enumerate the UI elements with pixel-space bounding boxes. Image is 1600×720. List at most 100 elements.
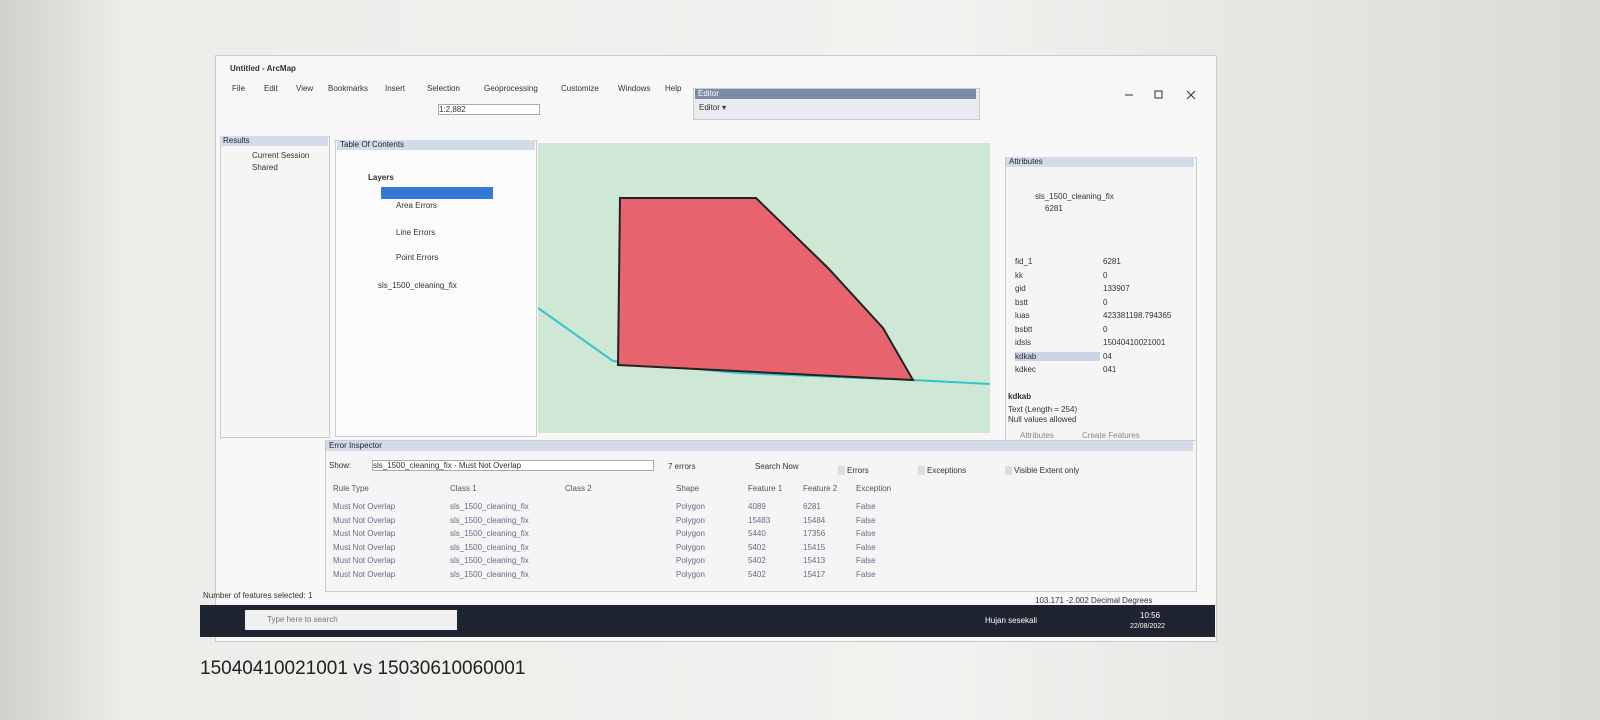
checkbox-label[interactable]: Visible Extent only <box>1005 466 1079 475</box>
editor-toolbar-title: Editor <box>695 89 976 99</box>
toc-item: Area Errors <box>396 201 437 210</box>
error-cell: Must Not Overlap <box>333 542 396 552</box>
attributes-layer: sls_1500_cleaning_fix <box>1035 192 1114 201</box>
attr-field: luas <box>1015 311 1030 320</box>
toc-root: Layers <box>368 173 394 182</box>
error-cell: False <box>856 556 876 565</box>
error-cell: sls_1500_cleaning_fix <box>450 529 529 538</box>
show-label: Show: <box>329 461 352 470</box>
status-coords: 103.171 -2.002 Decimal Degrees <box>1035 596 1153 605</box>
menu-item[interactable]: Selection <box>427 84 460 93</box>
error-cell: Must Not Overlap <box>333 569 396 579</box>
error-cell: False <box>856 542 876 552</box>
column-header: Class 1 <box>450 484 477 493</box>
column-header: Rule Type <box>333 484 369 493</box>
menu-item[interactable]: View <box>296 84 314 93</box>
menu-item[interactable]: Windows <box>618 84 651 93</box>
error-cell: False <box>856 515 876 525</box>
error-cell: False <box>856 502 876 511</box>
attr-value: 6281 <box>1103 257 1121 266</box>
results-title: Results <box>220 136 328 146</box>
taskbar-search[interactable]: Type here to search <box>245 610 457 630</box>
error-cell: False <box>856 569 876 579</box>
field-info: Null values allowed <box>1008 415 1077 424</box>
error-cell: Polygon <box>676 502 705 511</box>
attr-value: 133907 <box>1103 284 1130 293</box>
error-cell: sls_1500_cleaning_fix <box>450 556 529 565</box>
error-cell: False <box>856 529 876 538</box>
toc-item: Line Errors <box>396 228 436 237</box>
error-cell: 15415 <box>803 542 826 552</box>
toc-title: Table Of Contents <box>337 140 535 150</box>
menu-item[interactable]: Edit <box>264 84 278 93</box>
attr-field: bsbtt <box>1015 324 1033 334</box>
column-header: Feature 2 <box>803 484 838 493</box>
attr-field: kk <box>1015 270 1023 280</box>
field-info: Text (Length = 254) <box>1008 405 1078 414</box>
attr-field: gid <box>1015 284 1026 293</box>
error-cell: 15413 <box>803 556 826 565</box>
panel-tab[interactable]: Create Features <box>1082 431 1140 440</box>
error-cell: sls_1500_cleaning_fix <box>450 515 529 525</box>
window-title: Untitled - ArcMap <box>230 64 296 73</box>
error-cell: sls_1500_cleaning_fix <box>450 569 529 579</box>
attr-value: 15040410021001 <box>1103 338 1166 347</box>
attr-value: 0 <box>1103 270 1108 280</box>
checkbox-label[interactable]: Errors <box>838 466 869 475</box>
toc-item: sls_1500_cleaning_fix <box>378 281 457 290</box>
attr-value: 041 <box>1103 365 1117 374</box>
panel-tab[interactable]: Attributes <box>1020 431 1054 440</box>
error-cell: Must Not Overlap <box>333 529 396 538</box>
scale-box[interactable]: 1:2,882 <box>438 104 540 115</box>
error-cell: 15484 <box>803 515 826 525</box>
weather: Hujan sesekali <box>985 616 1038 625</box>
column-header: Class 2 <box>565 484 592 493</box>
error-cell: sls_1500_cleaning_fix <box>450 542 529 552</box>
attr-field: idsls <box>1015 338 1032 347</box>
checkbox-label[interactable]: Exceptions <box>918 466 966 475</box>
column-header: Exception <box>856 484 892 493</box>
menu-item[interactable]: Geoprocessing <box>484 84 538 93</box>
error-cell: Polygon <box>676 529 705 538</box>
show-dropdown[interactable]: sls_1500_cleaning_fix - Must Not Overlap <box>372 460 654 471</box>
attr-value: 0 <box>1103 324 1108 334</box>
error-cell: 5402 <box>748 542 766 552</box>
menu-item[interactable]: Bookmarks <box>328 84 369 93</box>
results-item: Current Session <box>252 151 310 160</box>
error-inspector-title: Error Inspector <box>326 441 1193 451</box>
error-cell: sls_1500_cleaning_fix <box>450 502 529 511</box>
selected-layer[interactable] <box>381 187 493 199</box>
attributes-feature: 6281 <box>1045 204 1063 213</box>
menu-item[interactable]: Customize <box>561 84 599 93</box>
error-cell: Must Not Overlap <box>333 556 396 565</box>
error-cell: 5402 <box>748 556 766 565</box>
column-header: Shape <box>676 484 700 493</box>
map-view[interactable] <box>538 143 990 433</box>
error-cell: 15483 <box>748 515 771 525</box>
attr-value: 0 <box>1103 297 1108 307</box>
error-cell: 5440 <box>748 529 766 538</box>
error-cell: 6281 <box>803 502 821 511</box>
error-cell: 17356 <box>803 529 826 538</box>
editor-button[interactable]: Editor ▾ <box>699 103 727 112</box>
error-cell: Polygon <box>676 569 705 579</box>
window-controls[interactable] <box>1120 88 1205 102</box>
error-cell: 5402 <box>748 569 766 579</box>
column-header: Feature 1 <box>748 484 783 493</box>
menu-item[interactable]: Insert <box>385 84 406 93</box>
attr-field: bstt <box>1015 297 1028 307</box>
search-button[interactable]: Search Now <box>755 462 799 471</box>
attr-field: kdkec <box>1015 365 1036 374</box>
menu-item[interactable]: File <box>232 84 245 93</box>
results-panel <box>220 136 330 438</box>
error-cell: 15417 <box>803 569 826 579</box>
error-count: 7 errors <box>668 462 696 471</box>
error-cell: Must Not Overlap <box>333 502 396 511</box>
caption: 15040410021001 vs 15030610060001 <box>200 658 526 679</box>
results-item: Shared <box>252 163 278 172</box>
error-cell: Must Not Overlap <box>333 515 396 525</box>
attributes-panel <box>1005 157 1197 444</box>
attr-field: fid_1 <box>1015 257 1033 266</box>
menu-item[interactable]: Help <box>665 84 682 93</box>
